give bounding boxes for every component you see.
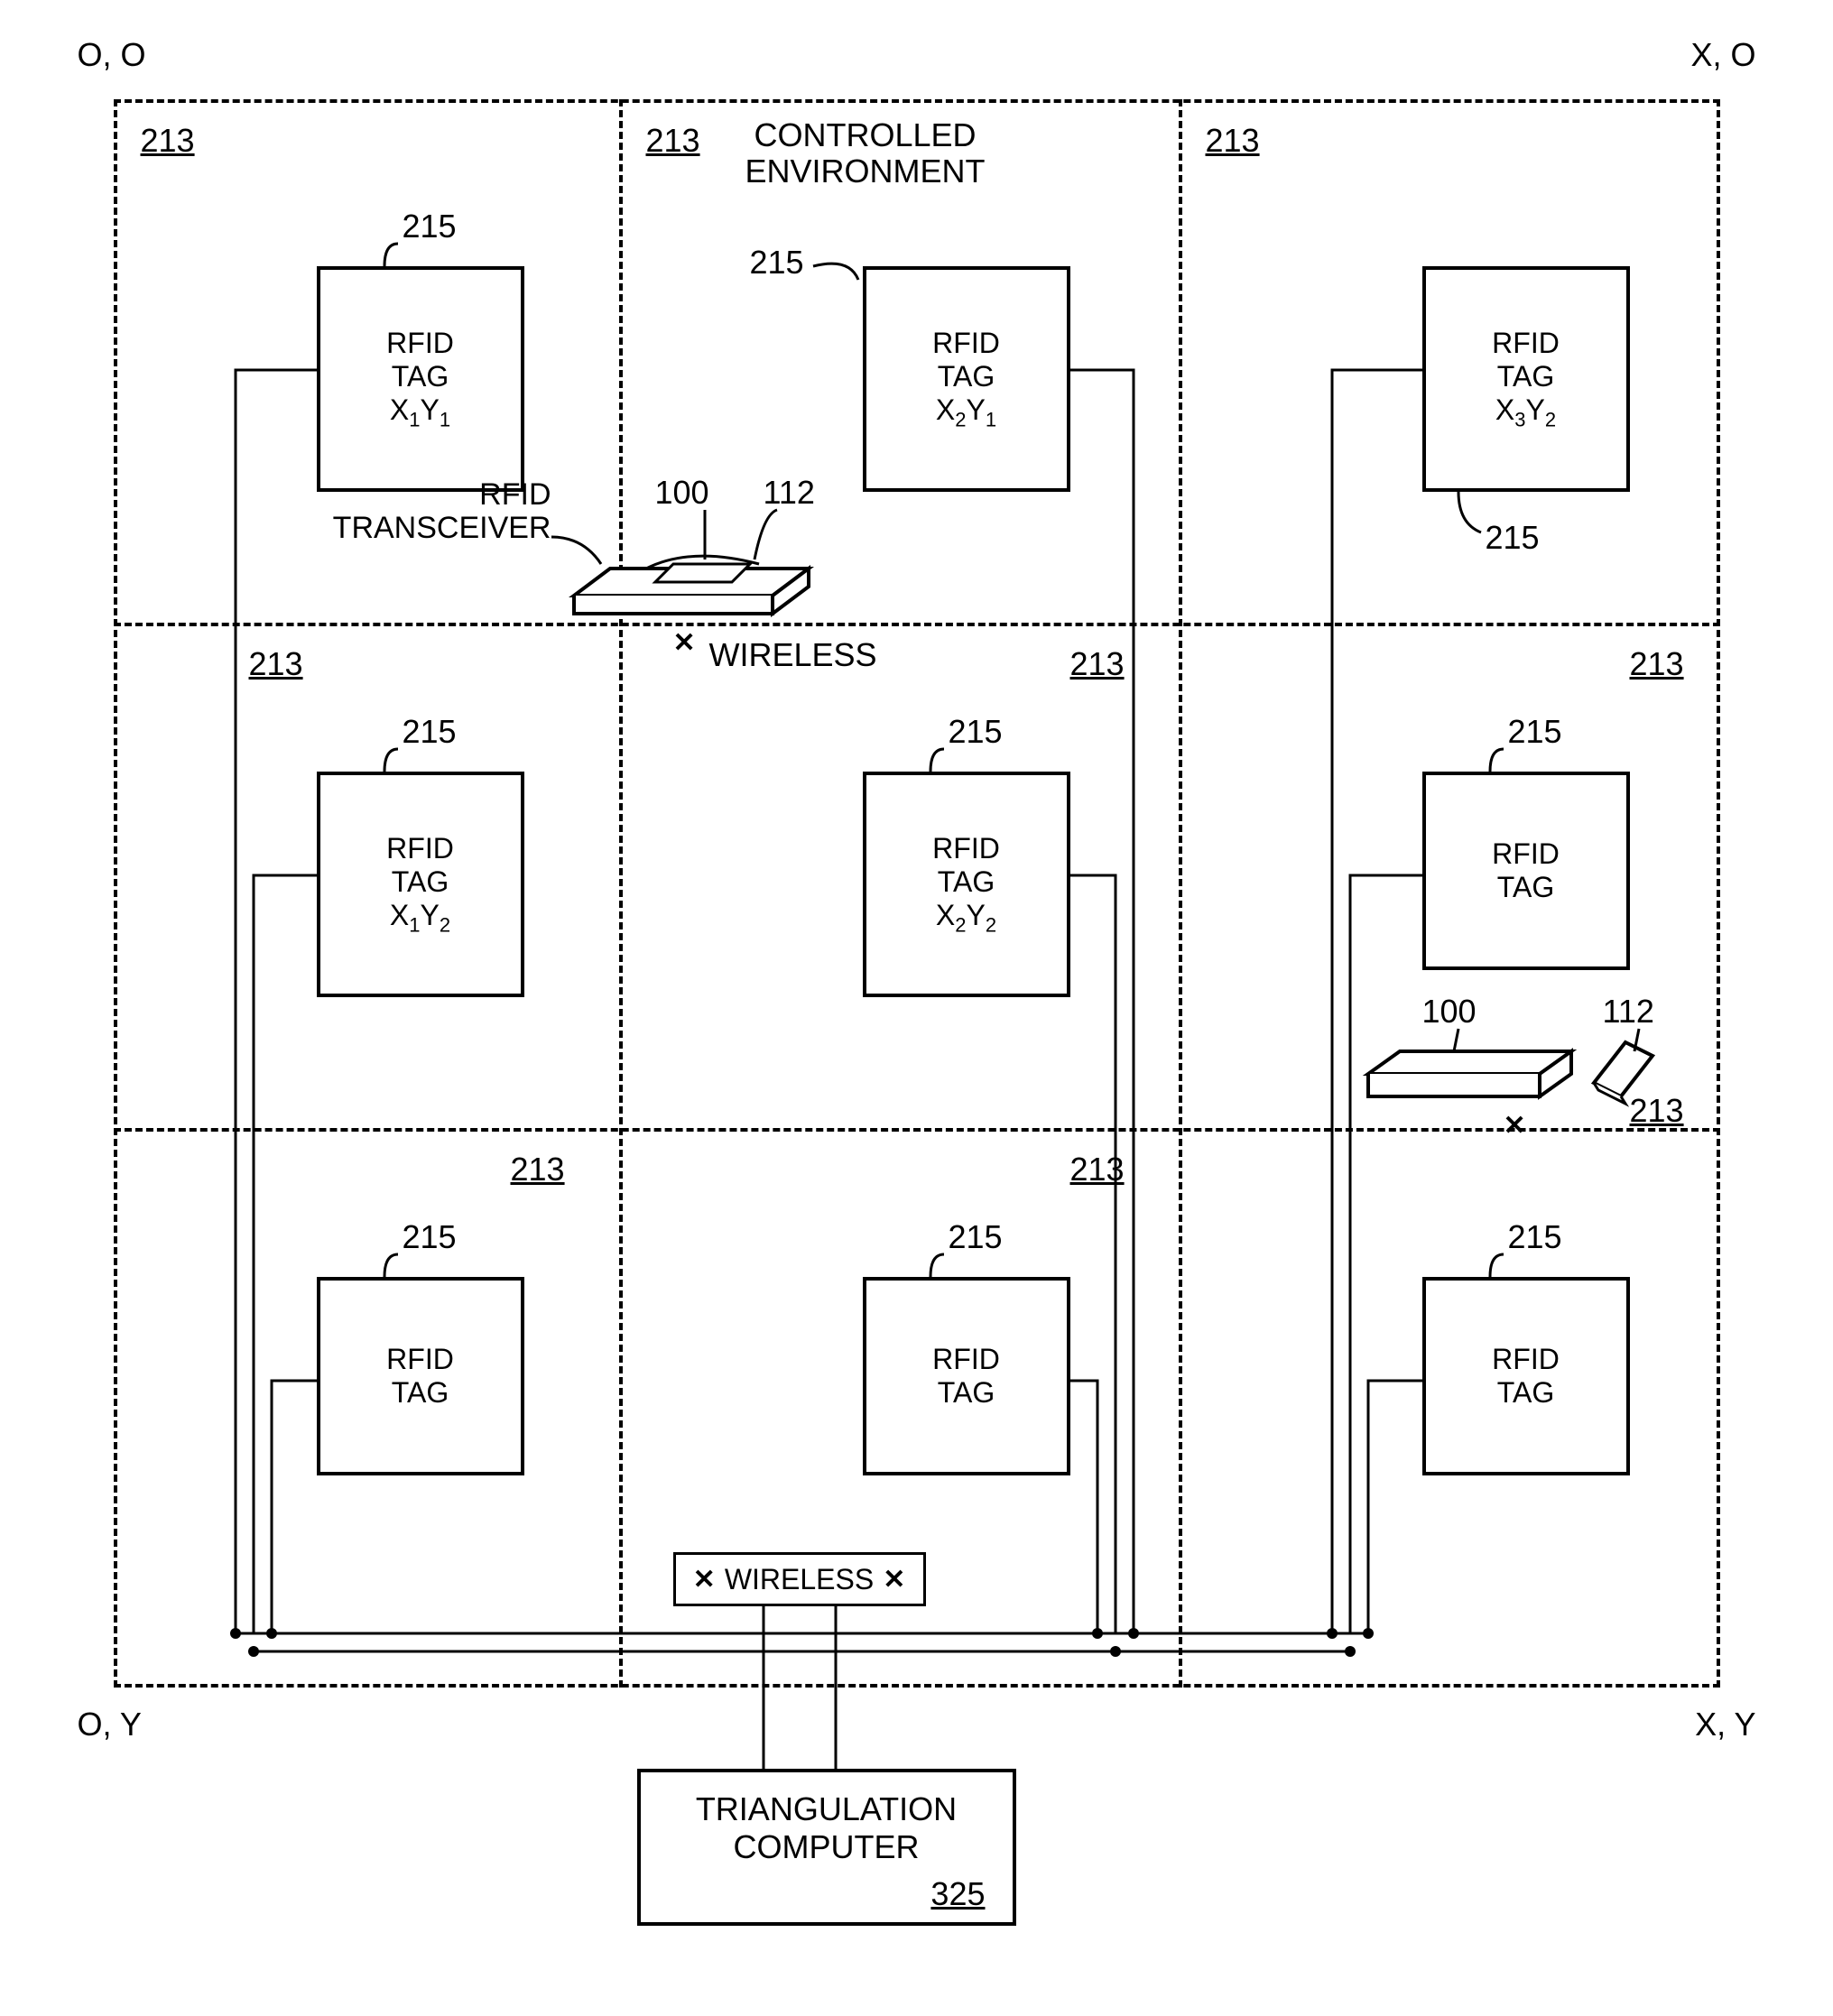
corner-bottom-right: X, Y — [1695, 1706, 1755, 1743]
env-title-line1: CONTROLLED — [754, 116, 976, 153]
triangulation-computer: TRIANGULATION COMPUTER 325 — [637, 1769, 1016, 1926]
tag-line2: TAG — [392, 360, 449, 393]
cell-ref-1-0: 213 — [249, 645, 303, 683]
rfid-tag-2-0: RFID TAG — [317, 1277, 524, 1475]
env-title: CONTROLLED ENVIRONMENT — [745, 117, 986, 189]
rfid-tag-0-0: RFID TAG X1Y1 — [317, 266, 524, 492]
tag-coord: X2Y2 — [936, 899, 996, 937]
tag-line1: RFID — [386, 832, 454, 865]
ref-100-top: 100 — [655, 474, 709, 512]
tag-coord: X1Y1 — [390, 393, 450, 431]
cell-ref-2-1: 213 — [1070, 1151, 1125, 1188]
tag-line2: TAG — [938, 360, 995, 393]
cell-ref-0-1: 213 — [646, 122, 700, 160]
cell-ref-2-0: 213 — [511, 1151, 565, 1188]
hline-1 — [114, 623, 1720, 626]
tag-line2: TAG — [1497, 360, 1554, 393]
tag-line1: RFID — [386, 1343, 454, 1376]
ref-215-2-1: 215 — [949, 1218, 1003, 1256]
ref-215-1-2: 215 — [1508, 713, 1562, 751]
ref-100-right: 100 — [1422, 993, 1477, 1031]
wireless-label-top: WIRELESS — [709, 636, 877, 674]
tag-line2: TAG — [938, 865, 995, 899]
ref-112-right: 112 — [1603, 993, 1654, 1031]
cell-ref-0-0: 213 — [141, 122, 195, 160]
cell-ref-2-2: 213 — [1630, 1092, 1684, 1130]
ref-215-2-0: 215 — [403, 1218, 457, 1256]
ref-215-2-2: 215 — [1508, 1218, 1562, 1256]
wireless-box: ✕ WIRELESS ✕ — [673, 1552, 926, 1606]
tag-line2: TAG — [1497, 871, 1554, 904]
tag-coord: X1Y2 — [390, 899, 450, 937]
cell-ref-1-1: 213 — [1070, 645, 1125, 683]
xmark-icon: ✕ — [883, 1564, 905, 1595]
controlled-environment-grid: 213 213 213 213 213 213 213 213 213 CONT… — [114, 99, 1720, 1688]
ref-215-0-0: 215 — [403, 208, 457, 245]
transceiver-label-line1: RFID — [479, 477, 551, 512]
rfid-tag-1-2: RFID TAG — [1422, 772, 1630, 970]
corner-bottom-left: O, Y — [78, 1706, 142, 1743]
tag-line1: RFID — [932, 832, 1000, 865]
tag-line1: RFID — [932, 327, 1000, 360]
tag-line1: RFID — [386, 327, 454, 360]
hline-2 — [114, 1128, 1720, 1132]
tag-line2: TAG — [938, 1376, 995, 1410]
tag-line1: RFID — [1492, 1343, 1560, 1376]
vline-1 — [619, 99, 623, 1688]
xmark-icon: ✕ — [693, 1564, 716, 1595]
ref-215-0-1: 215 — [750, 244, 804, 282]
tri-ref: 325 — [668, 1875, 986, 1913]
tag-line1: RFID — [1492, 327, 1560, 360]
rfid-tag-0-1: RFID TAG X2Y1 — [863, 266, 1070, 492]
tri-line2: COMPUTER — [734, 1828, 920, 1865]
rfid-tag-1-0: RFID TAG X1Y2 — [317, 772, 524, 997]
tag-coord: X2Y1 — [936, 393, 996, 431]
corner-top-left: O, O — [78, 36, 146, 74]
diagram-canvas: O, O X, O O, Y X, Y 213 213 213 213 213 … — [60, 36, 1774, 1931]
tag-line2: TAG — [1497, 1376, 1554, 1410]
tag-line2: TAG — [392, 1376, 449, 1410]
xmark-transceiver: ✕ — [673, 627, 696, 659]
wireless-box-label: WIRELESS — [725, 1563, 874, 1596]
vline-2 — [1179, 99, 1182, 1688]
tag-coord: X3Y2 — [1495, 393, 1556, 431]
ref-215-1-1: 215 — [949, 713, 1003, 751]
rfid-tag-2-2: RFID TAG — [1422, 1277, 1630, 1475]
tri-line1: TRIANGULATION — [696, 1790, 957, 1827]
rfid-tag-0-2: RFID TAG X3Y2 — [1422, 266, 1630, 492]
transceiver-label-line2: TRANSCEIVER — [333, 511, 551, 545]
cell-ref-0-2: 213 — [1206, 122, 1260, 160]
rfid-tag-2-1: RFID TAG — [863, 1277, 1070, 1475]
corner-top-right: X, O — [1690, 36, 1755, 74]
tag-line1: RFID — [932, 1343, 1000, 1376]
transceiver-label: RFID TRANSCEIVER — [317, 478, 551, 546]
ref-215-1-0: 215 — [403, 713, 457, 751]
cell-ref-1-2: 213 — [1630, 645, 1684, 683]
env-title-line2: ENVIRONMENT — [745, 153, 986, 190]
ref-112-top: 112 — [764, 474, 815, 512]
ref-215-0-2: 215 — [1486, 519, 1540, 557]
tag-line1: RFID — [1492, 837, 1560, 871]
xmark-device-right: ✕ — [1504, 1110, 1526, 1142]
tag-line2: TAG — [392, 865, 449, 899]
rfid-tag-1-1: RFID TAG X2Y2 — [863, 772, 1070, 997]
